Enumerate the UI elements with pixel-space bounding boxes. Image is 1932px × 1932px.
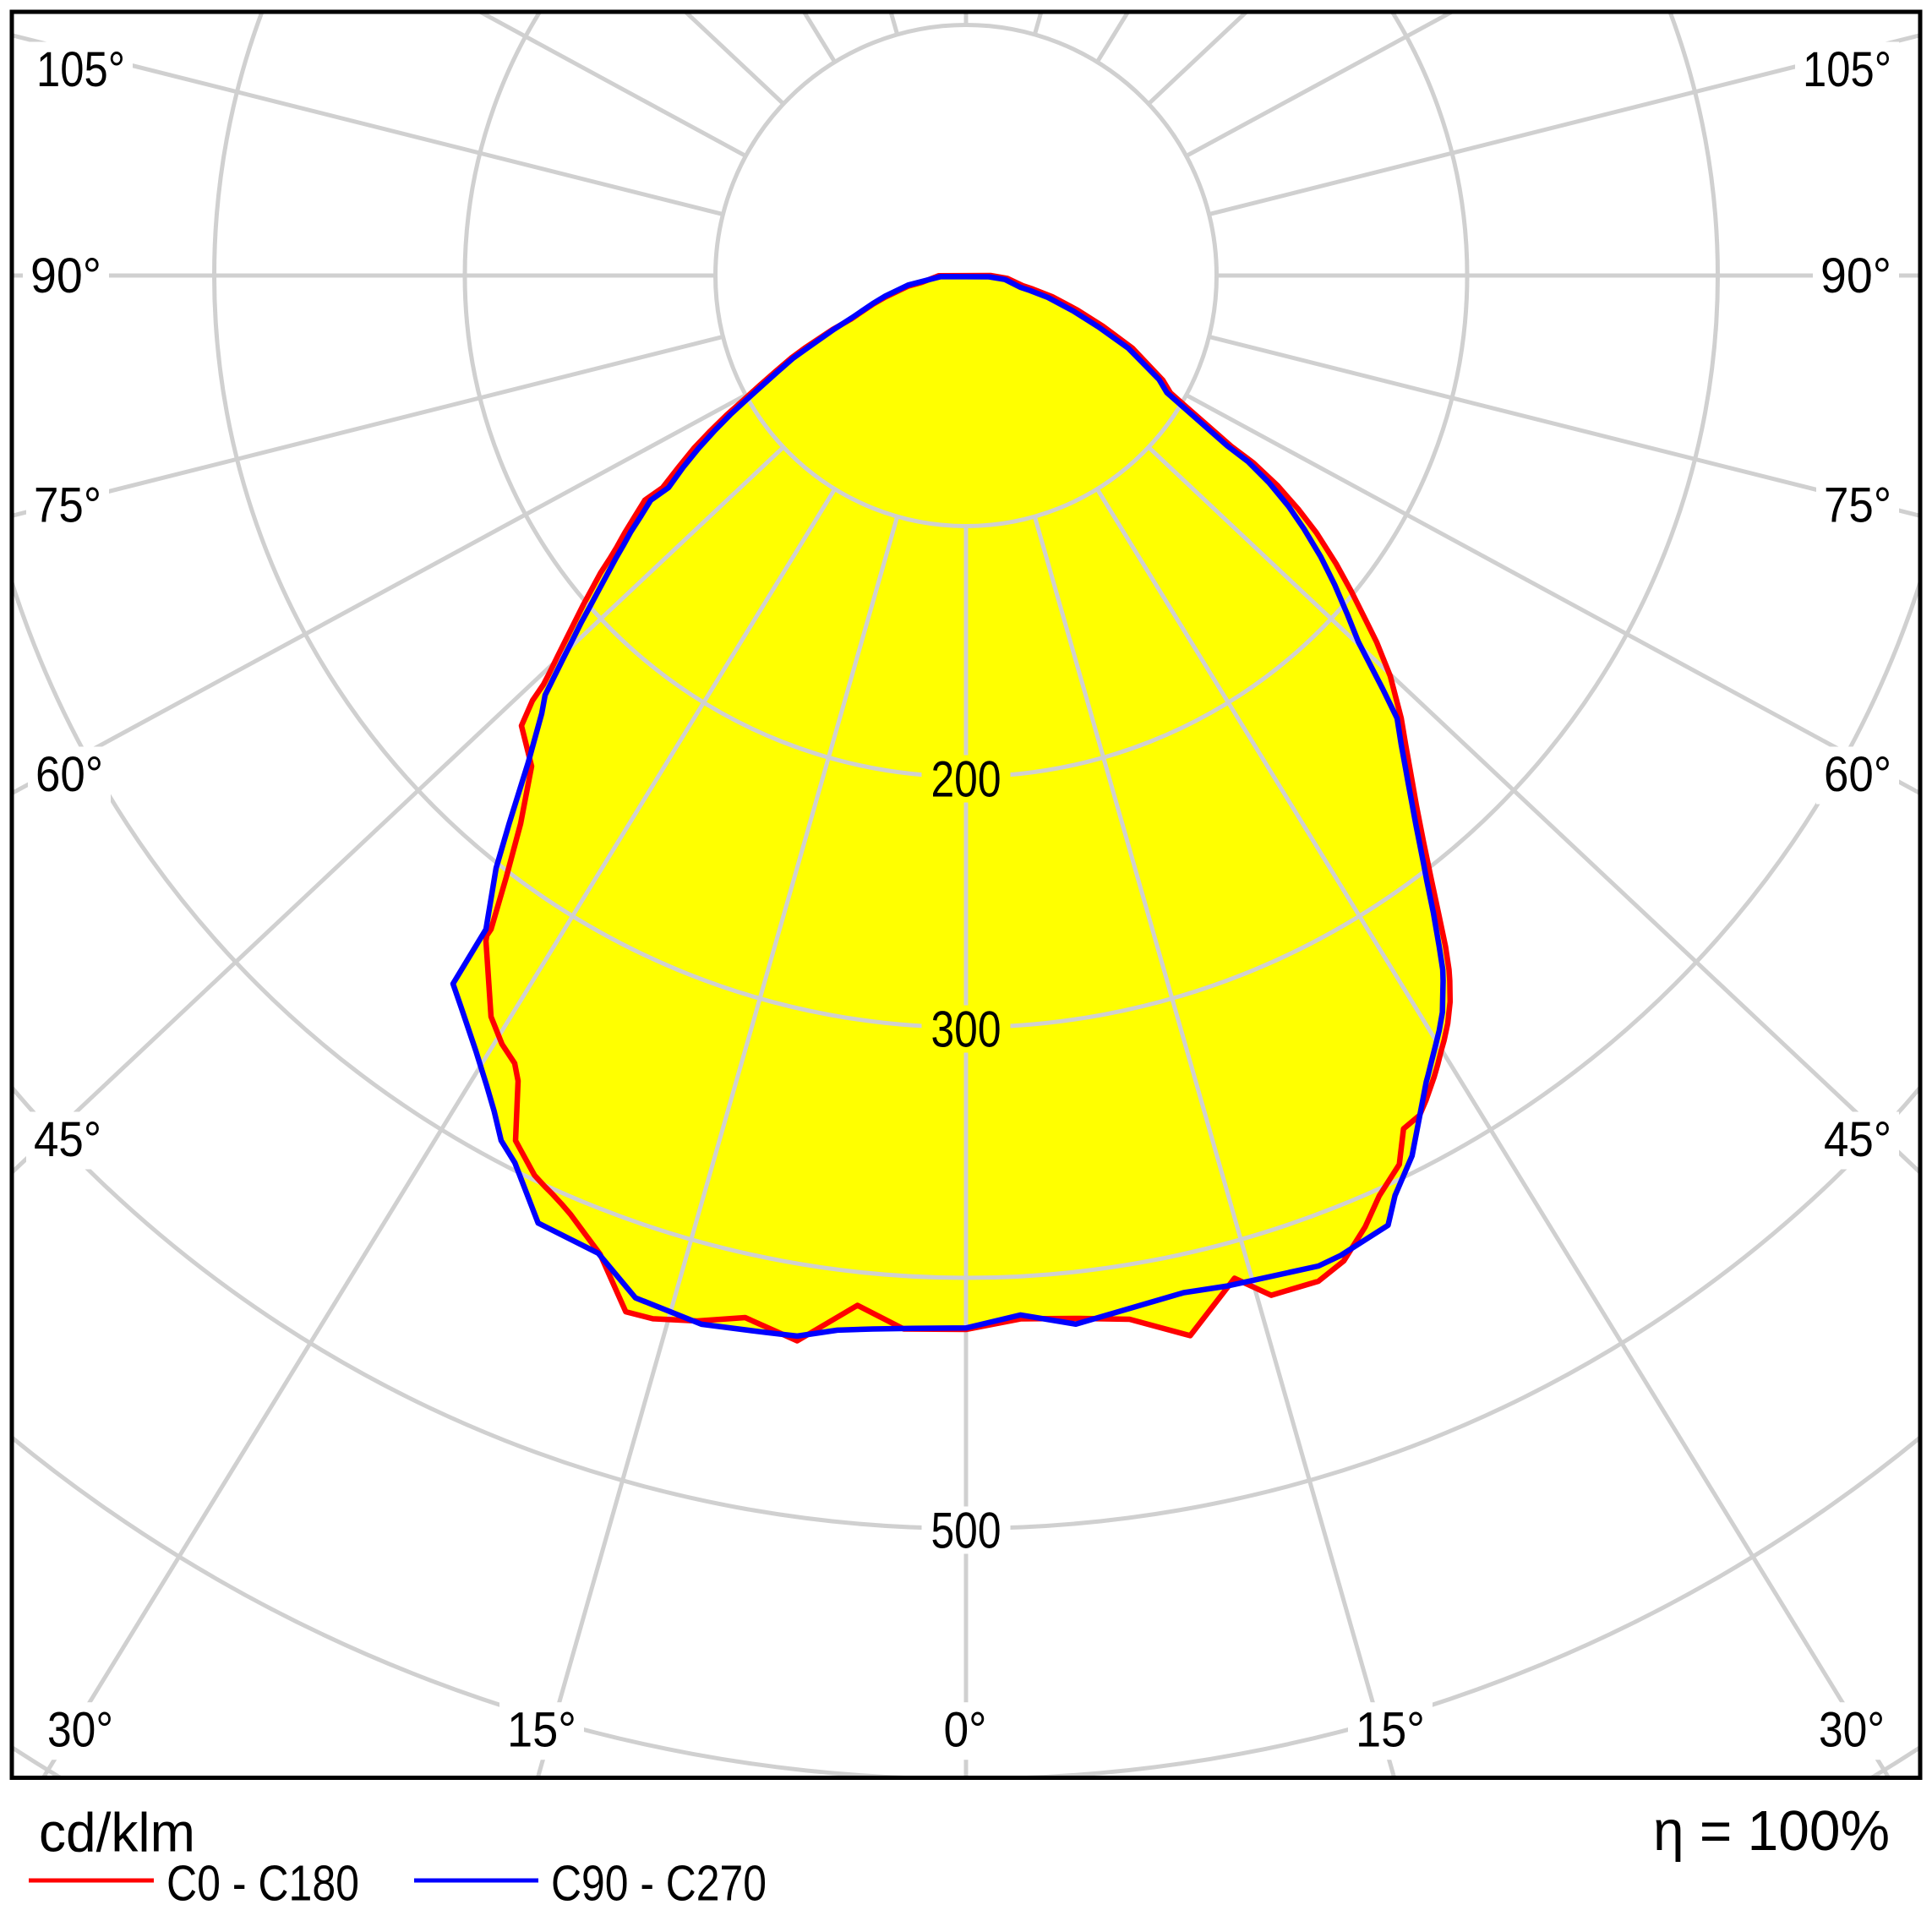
svg-text:500: 500 [931, 1503, 1001, 1559]
svg-text:75°: 75° [1824, 478, 1891, 533]
svg-text:105°: 105° [36, 42, 125, 97]
svg-text:200: 200 [931, 751, 1001, 808]
svg-text:C90 - C270: C90 - C270 [551, 1856, 767, 1912]
svg-text:105°: 105° [1803, 42, 1891, 97]
svg-text:45°: 45° [34, 1112, 101, 1167]
svg-text:30°: 30° [1819, 1703, 1885, 1758]
svg-text:45°: 45° [1824, 1112, 1891, 1167]
svg-text:15°: 15° [1356, 1703, 1425, 1758]
svg-text:90°: 90° [30, 248, 101, 303]
svg-text:75°: 75° [34, 478, 101, 533]
svg-text:0°: 0° [944, 1703, 987, 1758]
svg-text:300: 300 [931, 1001, 1001, 1058]
svg-text:cd/klm: cd/klm [39, 1802, 195, 1864]
svg-text:60°: 60° [1824, 747, 1891, 802]
svg-text:C0 - C180: C0 - C180 [166, 1856, 359, 1912]
svg-text:60°: 60° [35, 747, 103, 802]
svg-text:30°: 30° [47, 1703, 113, 1758]
svg-text:η = 100%: η = 100% [1653, 1799, 1890, 1863]
svg-text:90°: 90° [1820, 248, 1891, 303]
svg-text:15°: 15° [507, 1703, 576, 1758]
